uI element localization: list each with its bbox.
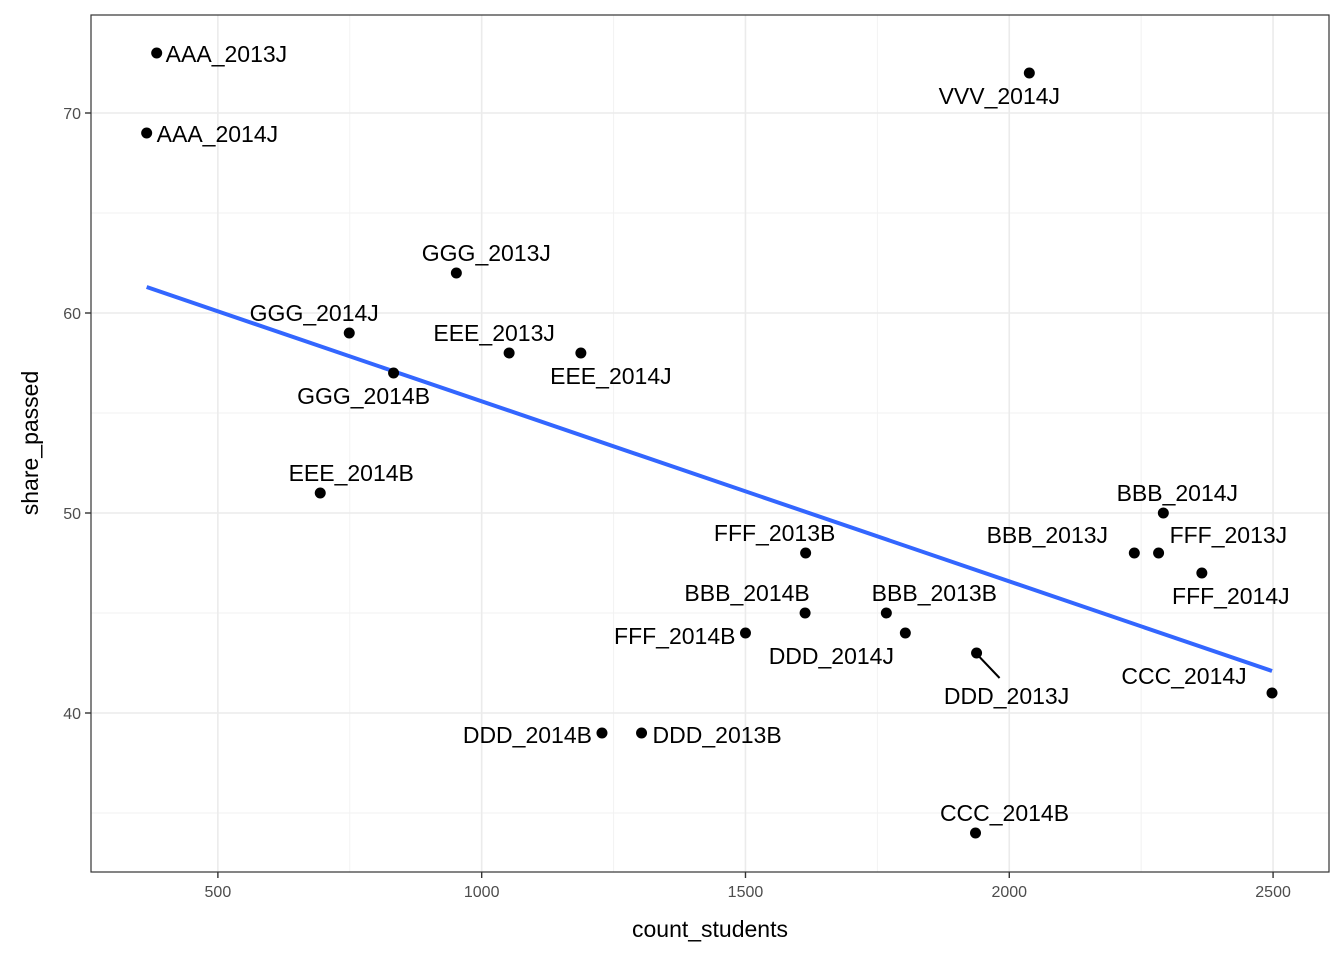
panel-border — [90, 14, 1330, 873]
point-label: GGG_2014J — [250, 300, 379, 326]
x-tick-label: 500 — [205, 884, 232, 901]
point-label: CCC_2014B — [940, 800, 1069, 826]
data-point — [739, 627, 751, 639]
x-tick-label: 2500 — [1255, 884, 1291, 901]
point-label: AAA_2013J — [166, 41, 287, 67]
point-label: FFF_2013B — [714, 520, 835, 546]
y-tick-label: 70 — [63, 106, 81, 123]
point-label: BBB_2014B — [684, 580, 809, 606]
trend-line-group — [146, 285, 1273, 673]
point-label: BBB_2013B — [872, 580, 997, 606]
point-label: CCC_2014J — [1121, 663, 1246, 689]
trend-line — [146, 285, 1273, 673]
label-leader-segment — [978, 656, 1001, 679]
y-tick-label: 60 — [63, 306, 81, 323]
data-point — [141, 127, 153, 139]
y-tick-label: 50 — [63, 506, 81, 523]
point-label: EEE_2014B — [289, 460, 414, 486]
point-label: FFF_2013J — [1170, 522, 1288, 548]
major-gridlines — [91, 15, 1329, 872]
point-label: GGG_2014B — [297, 383, 430, 409]
data-point — [343, 327, 355, 339]
data-point — [970, 827, 982, 839]
data-point — [1153, 547, 1165, 559]
data-point — [450, 267, 462, 279]
data-point — [971, 647, 983, 659]
point-label: FFF_2014B — [614, 623, 735, 649]
y-axis-ticks: 40 50 60 70 — [63, 106, 91, 723]
data-point — [575, 347, 587, 359]
x-tick-label: 2000 — [991, 884, 1027, 901]
data-point — [1266, 687, 1278, 699]
data-point — [1157, 507, 1169, 519]
x-axis-title: count_students — [632, 916, 788, 942]
point-label: GGG_2013J — [422, 240, 551, 266]
point-label: EEE_2013J — [433, 320, 554, 346]
data-point — [899, 627, 911, 639]
point-label: DDD_2013B — [653, 722, 782, 748]
x-axis-ticks: 500 1000 1500 2000 2500 — [205, 872, 1291, 901]
point-label: DDD_2013J — [944, 683, 1069, 709]
y-tick-label: 40 — [63, 706, 81, 723]
data-point — [1023, 67, 1035, 79]
data-point — [800, 547, 812, 559]
point-label: BBB_2013J — [987, 522, 1108, 548]
data-point — [799, 607, 811, 619]
data-point — [314, 487, 326, 499]
point-label: AAA_2014J — [157, 121, 278, 147]
data-point — [388, 367, 400, 379]
data-point — [1128, 547, 1140, 559]
data-point — [636, 727, 648, 739]
point-label: DDD_2014B — [463, 722, 592, 748]
minor-gridlines — [91, 15, 1329, 872]
data-point — [596, 727, 608, 739]
label-leader-segments — [978, 656, 1001, 679]
point-label: BBB_2014J — [1117, 480, 1238, 506]
data-point — [880, 607, 892, 619]
point-label: DDD_2014J — [769, 643, 894, 669]
data-points — [141, 47, 1278, 839]
point-labels: AAA_2013J AAA_2014J VVV_2014J GGG_2013J GGG_… — [157, 41, 1290, 826]
x-tick-label: 1000 — [464, 884, 500, 901]
y-axis-title: share_passed — [17, 371, 43, 516]
data-point — [151, 47, 163, 59]
x-tick-label: 1500 — [728, 884, 764, 901]
point-label: EEE_2014J — [550, 363, 671, 389]
point-label: VVV_2014J — [939, 83, 1060, 109]
point-label: FFF_2014J — [1172, 583, 1290, 609]
data-point — [1196, 567, 1208, 579]
data-point — [503, 347, 515, 359]
